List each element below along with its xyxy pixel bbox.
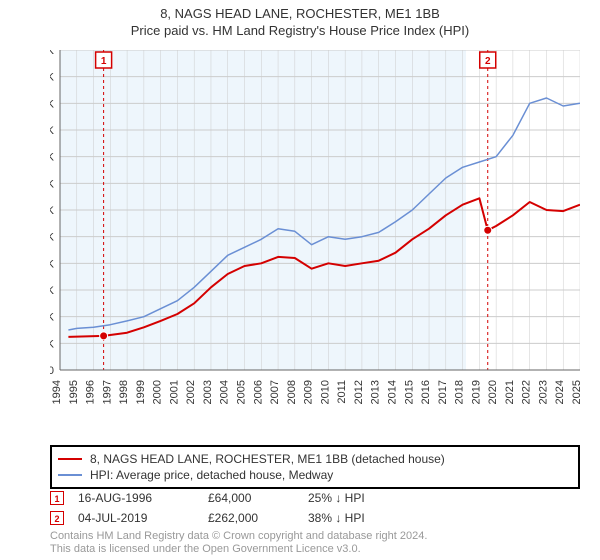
legend-row-hpi: HPI: Average price, detached house, Medw… [58, 467, 572, 483]
svg-text:2017: 2017 [437, 380, 449, 404]
footer-line: Contains HM Land Registry data © Crown c… [50, 530, 580, 543]
event-price: £64,000 [208, 491, 308, 505]
svg-text:£50K: £50K [50, 338, 55, 350]
svg-text:2009: 2009 [303, 380, 315, 404]
event-price: £262,000 [208, 511, 308, 525]
svg-text:2004: 2004 [219, 380, 231, 404]
legend-swatch-hpi [58, 474, 82, 476]
svg-text:£400K: £400K [50, 152, 55, 164]
chart-subtitle: Price paid vs. HM Land Registry's House … [0, 23, 600, 38]
event-diff: 25% ↓ HPI [308, 491, 428, 505]
svg-text:2000: 2000 [152, 380, 164, 404]
svg-text:2014: 2014 [386, 380, 398, 404]
chart-svg: £0 £50K £100K £150K £200K £250K £300K £350K £400… [50, 50, 580, 410]
svg-text:£350K: £350K [50, 178, 55, 190]
event-marker-1: 1 [50, 491, 64, 505]
svg-text:2003: 2003 [202, 380, 214, 404]
svg-text:2016: 2016 [420, 380, 432, 404]
svg-text:1: 1 [101, 56, 107, 67]
svg-text:£100K: £100K [50, 312, 55, 324]
svg-text:£0: £0 [50, 365, 54, 377]
svg-text:1996: 1996 [85, 380, 97, 404]
svg-text:1995: 1995 [68, 380, 80, 404]
svg-text:2007: 2007 [269, 380, 281, 404]
event-date: 04-JUL-2019 [78, 511, 208, 525]
svg-text:2018: 2018 [454, 380, 466, 404]
svg-text:£500K: £500K [50, 98, 55, 110]
chart-title-address: 8, NAGS HEAD LANE, ROCHESTER, ME1 1BB [0, 6, 600, 21]
legend-swatch-price-paid [58, 458, 82, 460]
svg-text:£300K: £300K [50, 205, 55, 217]
svg-text:2021: 2021 [504, 380, 516, 404]
svg-text:2006: 2006 [252, 380, 264, 404]
svg-text:£550K: £550K [50, 72, 55, 84]
title-block: 8, NAGS HEAD LANE, ROCHESTER, ME1 1BB Pr… [0, 0, 600, 38]
svg-text:2025: 2025 [571, 380, 580, 404]
svg-text:£250K: £250K [50, 232, 55, 244]
svg-text:2020: 2020 [487, 380, 499, 404]
svg-text:2013: 2013 [370, 380, 382, 404]
event-diff: 38% ↓ HPI [308, 511, 428, 525]
svg-text:2010: 2010 [319, 380, 331, 404]
event-marker-2: 2 [50, 511, 64, 525]
chart-container: 8, NAGS HEAD LANE, ROCHESTER, ME1 1BB Pr… [0, 0, 600, 560]
footer-line: This data is licensed under the Open Gov… [50, 543, 580, 556]
svg-text:£450K: £450K [50, 125, 55, 137]
svg-text:2: 2 [485, 56, 491, 67]
svg-text:£150K: £150K [50, 285, 55, 297]
svg-text:1999: 1999 [135, 380, 147, 404]
legend-label-hpi: HPI: Average price, detached house, Medw… [90, 468, 333, 482]
event-row: 2 04-JUL-2019 £262,000 38% ↓ HPI [50, 508, 580, 528]
svg-text:2012: 2012 [353, 380, 365, 404]
svg-text:2008: 2008 [286, 380, 298, 404]
svg-text:2002: 2002 [185, 380, 197, 404]
svg-text:2015: 2015 [403, 380, 415, 404]
event-table: 1 16-AUG-1996 £64,000 25% ↓ HPI 2 04-JUL… [50, 488, 580, 528]
svg-text:1998: 1998 [118, 380, 130, 404]
svg-text:£200K: £200K [50, 258, 55, 270]
legend-box: 8, NAGS HEAD LANE, ROCHESTER, ME1 1BB (d… [50, 445, 580, 489]
legend-label-price-paid: 8, NAGS HEAD LANE, ROCHESTER, ME1 1BB (d… [90, 452, 445, 466]
svg-text:2023: 2023 [537, 380, 549, 404]
svg-text:1997: 1997 [101, 380, 113, 404]
event-date: 16-AUG-1996 [78, 491, 208, 505]
chart-plot: £0 £50K £100K £150K £200K £250K £300K £350K £400… [50, 50, 580, 410]
legend-row-price-paid: 8, NAGS HEAD LANE, ROCHESTER, ME1 1BB (d… [58, 451, 572, 467]
event-row: 1 16-AUG-1996 £64,000 25% ↓ HPI [50, 488, 580, 508]
svg-text:2019: 2019 [470, 380, 482, 404]
svg-text:1994: 1994 [51, 380, 63, 404]
svg-text:2001: 2001 [168, 380, 180, 404]
svg-text:2022: 2022 [521, 380, 533, 404]
svg-text:£600K: £600K [50, 50, 55, 57]
footer-attribution: Contains HM Land Registry data © Crown c… [50, 530, 580, 556]
svg-text:2005: 2005 [236, 380, 248, 404]
svg-text:2024: 2024 [554, 380, 566, 404]
svg-text:2011: 2011 [336, 380, 348, 404]
